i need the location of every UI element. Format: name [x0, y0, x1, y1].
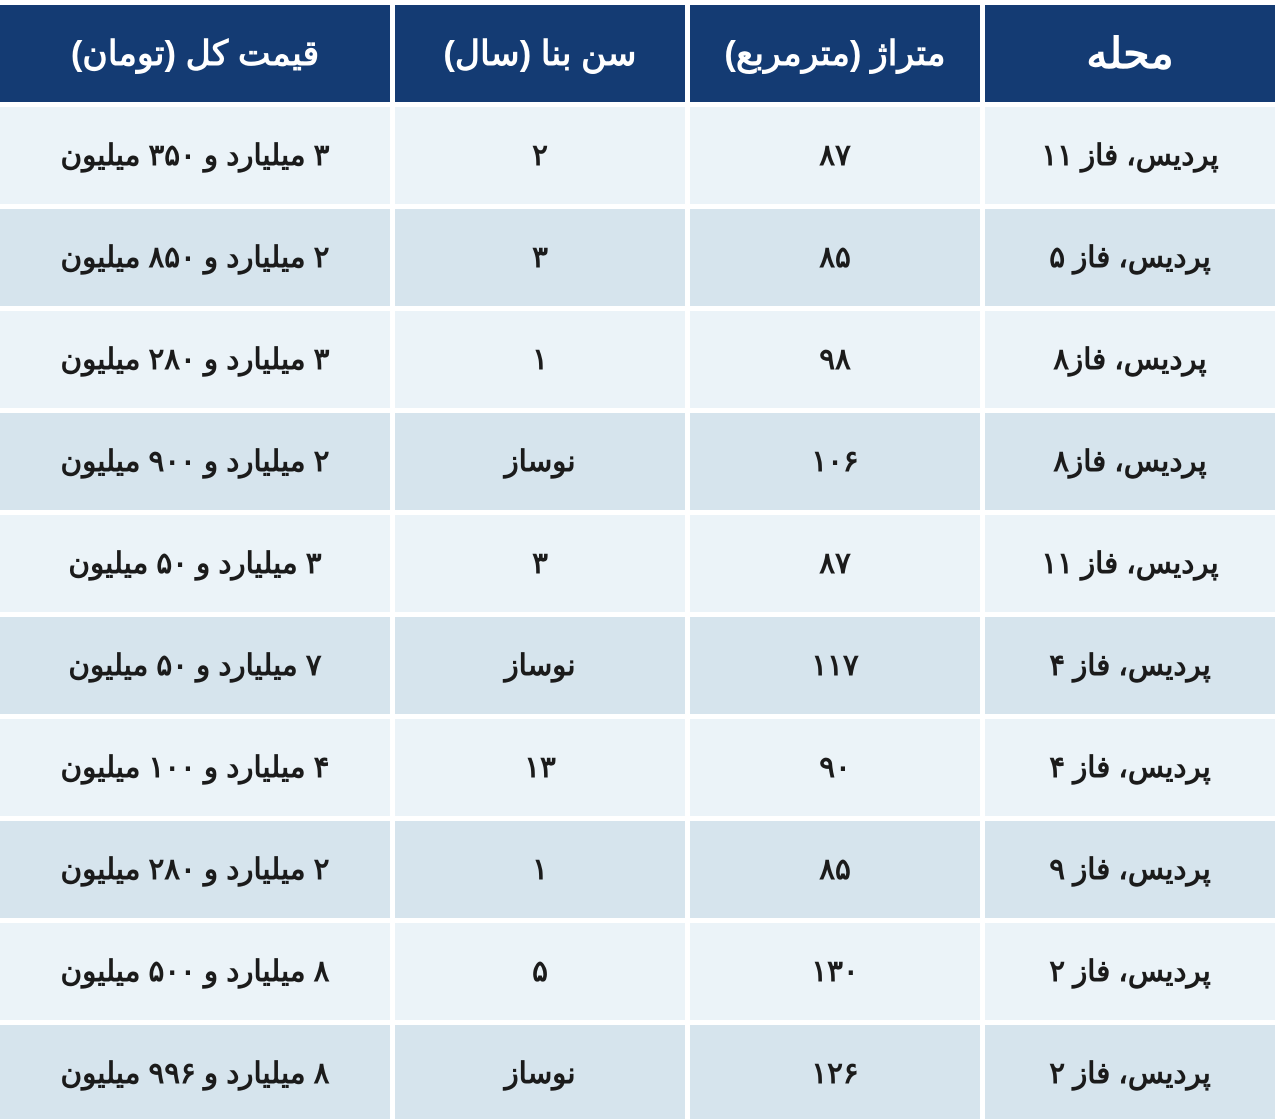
cell-area: ۸۷	[688, 513, 983, 615]
table-row: پردیس، فاز ۴۹۰۱۳۴ میلیارد و ۱۰۰ میلیون	[0, 717, 1278, 819]
cell-area: ۹۰	[688, 717, 983, 819]
cell-age: ۱	[393, 309, 688, 411]
table-row: پردیس، فاز ۲۱۲۶نوساز۸ میلیارد و ۹۹۶ میلی…	[0, 1023, 1278, 1119]
cell-area: ۸۵	[688, 819, 983, 921]
table-header-row: محلهمتراژ (مترمربع)سن بنا (سال)قیمت کل (…	[0, 3, 1278, 105]
table-row: پردیس، فاز ۵۸۵۳۲ میلیارد و ۸۵۰ میلیون	[0, 207, 1278, 309]
table-row: پردیس، فاز۸۱۰۶نوساز۲ میلیارد و ۹۰۰ میلیو…	[0, 411, 1278, 513]
col-header-age: سن بنا (سال)	[393, 3, 688, 105]
cell-neighborhood: پردیس، فاز ۹	[983, 819, 1278, 921]
col-header-area: متراژ (مترمربع)	[688, 3, 983, 105]
cell-price: ۳ میلیارد و ۲۸۰ میلیون	[0, 309, 393, 411]
table-container: محلهمتراژ (مترمربع)سن بنا (سال)قیمت کل (…	[0, 0, 1280, 1119]
cell-price: ۲ میلیارد و ۸۵۰ میلیون	[0, 207, 393, 309]
cell-price: ۲ میلیارد و ۹۰۰ میلیون	[0, 411, 393, 513]
cell-neighborhood: پردیس، فاز۸	[983, 309, 1278, 411]
cell-area: ۸۷	[688, 105, 983, 207]
cell-neighborhood: پردیس، فاز ۵	[983, 207, 1278, 309]
cell-age: ۵	[393, 921, 688, 1023]
cell-age: ۳	[393, 513, 688, 615]
cell-age: نوساز	[393, 615, 688, 717]
cell-price: ۳ میلیارد و ۵۰ میلیون	[0, 513, 393, 615]
cell-age: ۱	[393, 819, 688, 921]
cell-age: نوساز	[393, 411, 688, 513]
table-row: پردیس، فاز ۲۱۳۰۵۸ میلیارد و ۵۰۰ میلیون	[0, 921, 1278, 1023]
cell-neighborhood: پردیس، فاز۸	[983, 411, 1278, 513]
cell-neighborhood: پردیس، فاز ۲	[983, 1023, 1278, 1119]
col-header-neighborhood: محله	[983, 3, 1278, 105]
cell-area: ۱۳۰	[688, 921, 983, 1023]
cell-area: ۱۱۷	[688, 615, 983, 717]
cell-age: نوساز	[393, 1023, 688, 1119]
cell-neighborhood: پردیس، فاز ۴	[983, 717, 1278, 819]
cell-age: ۳	[393, 207, 688, 309]
cell-price: ۳ میلیارد و ۳۵۰ میلیون	[0, 105, 393, 207]
cell-price: ۸ میلیارد و ۹۹۶ میلیون	[0, 1023, 393, 1119]
cell-area: ۱۰۶	[688, 411, 983, 513]
table-row: پردیس، فاز ۴۱۱۷نوساز۷ میلیارد و ۵۰ میلیو…	[0, 615, 1278, 717]
table-row: پردیس، فاز ۹۸۵۱۲ میلیارد و ۲۸۰ میلیون	[0, 819, 1278, 921]
table-row: پردیس، فاز ۱۱۸۷۲۳ میلیارد و ۳۵۰ میلیون	[0, 105, 1278, 207]
cell-neighborhood: پردیس، فاز ۴	[983, 615, 1278, 717]
cell-price: ۲ میلیارد و ۲۸۰ میلیون	[0, 819, 393, 921]
cell-area: ۱۲۶	[688, 1023, 983, 1119]
table-row: پردیس، فاز ۱۱۸۷۳۳ میلیارد و ۵۰ میلیون	[0, 513, 1278, 615]
cell-area: ۹۸	[688, 309, 983, 411]
col-header-price: قیمت کل (تومان)	[0, 3, 393, 105]
pricing-table: محلهمتراژ (مترمربع)سن بنا (سال)قیمت کل (…	[0, 0, 1280, 1119]
table-row: پردیس، فاز۸۹۸۱۳ میلیارد و ۲۸۰ میلیون	[0, 309, 1278, 411]
cell-neighborhood: پردیس، فاز ۲	[983, 921, 1278, 1023]
cell-neighborhood: پردیس، فاز ۱۱	[983, 513, 1278, 615]
cell-neighborhood: پردیس، فاز ۱۱	[983, 105, 1278, 207]
cell-price: ۸ میلیارد و ۵۰۰ میلیون	[0, 921, 393, 1023]
cell-price: ۷ میلیارد و ۵۰ میلیون	[0, 615, 393, 717]
cell-age: ۲	[393, 105, 688, 207]
cell-age: ۱۳	[393, 717, 688, 819]
cell-area: ۸۵	[688, 207, 983, 309]
cell-price: ۴ میلیارد و ۱۰۰ میلیون	[0, 717, 393, 819]
